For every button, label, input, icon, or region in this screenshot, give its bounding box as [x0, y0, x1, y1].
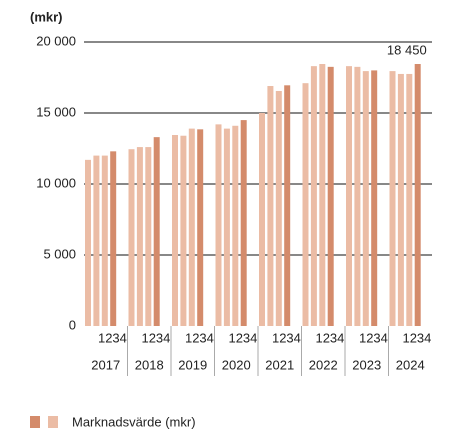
- bar: [406, 73, 413, 326]
- x-tick-label: 3: [243, 330, 250, 345]
- bar: [172, 135, 178, 326]
- bar: [389, 71, 396, 326]
- x-tick-label: 1: [359, 330, 366, 345]
- group-label: 2023: [352, 357, 381, 372]
- bar: [128, 149, 135, 326]
- x-tick-label: 2: [149, 330, 156, 345]
- bar: [259, 113, 265, 326]
- x-tick-label: 4: [337, 330, 344, 345]
- y-tick-label: 15 000: [36, 104, 76, 119]
- bar: [197, 129, 204, 326]
- legend-label: Marknadsvärde (mkr): [72, 414, 196, 429]
- y-tick-label: 0: [69, 317, 76, 332]
- y-tick-label: 10 000: [36, 175, 76, 190]
- x-tick-label: 2: [366, 330, 373, 345]
- bar: [362, 71, 369, 326]
- x-tick-label: 3: [199, 330, 206, 345]
- bar: [414, 64, 421, 326]
- bar: [188, 128, 195, 326]
- bar: [302, 83, 309, 327]
- bar: [215, 124, 222, 326]
- legend-swatch: [30, 416, 40, 428]
- x-tick-label: 2: [323, 330, 330, 345]
- bar: [354, 66, 361, 326]
- bar: [85, 159, 91, 326]
- x-tick-label: 2: [279, 330, 286, 345]
- x-tick-label: 1: [316, 330, 323, 345]
- x-tick-label: 3: [286, 330, 293, 345]
- x-tick-label: 4: [163, 330, 170, 345]
- group-label: 2017: [91, 357, 120, 372]
- group-label: 2024: [396, 357, 425, 372]
- bar: [153, 137, 160, 326]
- bar: [110, 151, 117, 326]
- x-tick-label: 1: [185, 330, 192, 345]
- x-tick-label: 4: [294, 330, 301, 345]
- x-tick-label: 2: [192, 330, 199, 345]
- x-tick-label: 1: [272, 330, 279, 345]
- x-tick-label: 3: [330, 330, 337, 345]
- x-tick-label: 4: [250, 330, 257, 345]
- bar: [93, 155, 100, 326]
- y-axis-label: (mkr): [30, 9, 63, 24]
- bar: [145, 147, 152, 326]
- bar: [310, 66, 317, 326]
- group-label: 2021: [265, 357, 294, 372]
- bar: [232, 125, 239, 326]
- group-label: 2019: [178, 357, 207, 372]
- bar: [371, 70, 378, 327]
- bar: [327, 66, 334, 326]
- group-label: 2022: [309, 357, 338, 372]
- x-tick-label: 4: [424, 330, 431, 345]
- bar: [267, 86, 274, 327]
- bar: [397, 73, 404, 326]
- x-tick-label: 3: [112, 330, 119, 345]
- bar: [275, 90, 282, 327]
- bar: [240, 120, 247, 326]
- legend-swatch: [48, 416, 58, 428]
- group-label: 2018: [135, 357, 164, 372]
- bar: [346, 66, 352, 326]
- y-tick-label: 5 000: [43, 246, 76, 261]
- x-tick-label: 4: [381, 330, 388, 345]
- x-tick-label: 3: [156, 330, 163, 345]
- x-tick-label: 1: [403, 330, 410, 345]
- x-tick-label: 2: [105, 330, 112, 345]
- bar: [319, 64, 326, 326]
- x-tick-label: 4: [207, 330, 214, 345]
- x-tick-label: 4: [120, 330, 127, 345]
- x-tick-label: 1: [229, 330, 236, 345]
- y-tick-label: 20 000: [36, 33, 76, 48]
- bar: [136, 147, 143, 326]
- value-label: 18 450: [387, 42, 427, 57]
- x-tick-label: 2: [236, 330, 243, 345]
- bar: [180, 135, 187, 326]
- bar: [101, 155, 108, 326]
- group-label: 2020: [222, 357, 251, 372]
- x-tick-label: 1: [142, 330, 149, 345]
- bar: [223, 128, 230, 326]
- bar: [284, 85, 291, 326]
- x-tick-label: 2: [410, 330, 417, 345]
- x-tick-label: 3: [417, 330, 424, 345]
- x-tick-label: 3: [373, 330, 380, 345]
- x-tick-label: 1: [98, 330, 105, 345]
